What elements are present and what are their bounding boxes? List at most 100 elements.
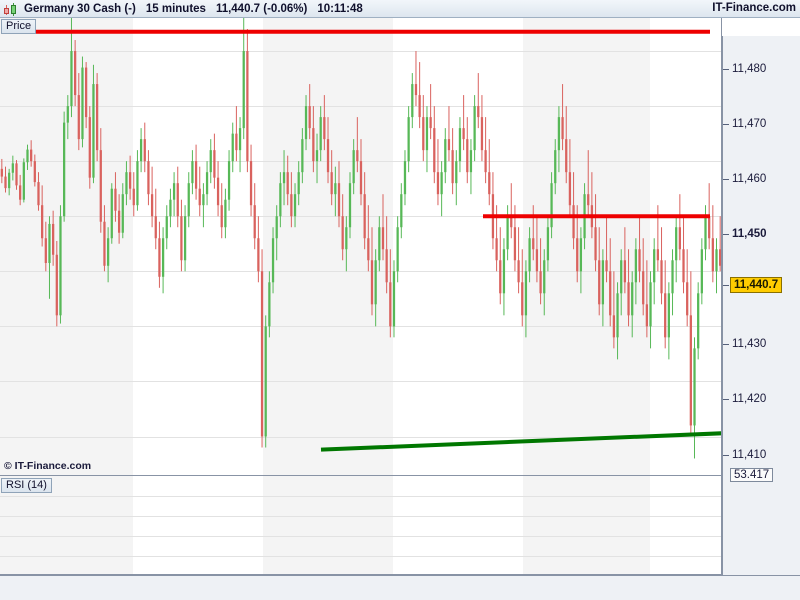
candle-body <box>132 188 135 206</box>
axis-tick <box>723 179 729 181</box>
gridline <box>0 106 721 108</box>
candle-body <box>711 238 714 272</box>
candle-body <box>609 271 612 316</box>
time-axis[interactable] <box>0 575 800 600</box>
candle-body <box>543 260 546 294</box>
candle-body <box>579 238 583 272</box>
candle-body <box>103 221 106 266</box>
candle-body <box>345 227 348 250</box>
candle-body <box>425 117 429 151</box>
candle-body <box>473 106 476 151</box>
candle-body <box>374 260 377 305</box>
candle-body <box>312 128 315 162</box>
gridline <box>0 216 721 218</box>
candle-body <box>704 216 707 250</box>
rising-support[interactable] <box>320 431 722 452</box>
candle-body <box>224 199 227 228</box>
candle-body <box>139 139 143 162</box>
candle-body <box>275 216 278 239</box>
candle-body <box>389 282 392 327</box>
candle-body <box>194 161 198 189</box>
candle-body <box>649 282 652 327</box>
day-band <box>0 18 133 475</box>
candle-body <box>554 150 557 184</box>
gridline <box>0 381 721 383</box>
rsi-panel: RSI (14) <box>0 475 800 575</box>
candle-body <box>513 227 517 261</box>
title-bar: Germany 30 Cash (-) 15 minutes 11,440.7 … <box>0 0 800 18</box>
candle-body <box>161 238 165 277</box>
candle-body <box>667 293 670 338</box>
candle-body <box>521 282 524 316</box>
candle-body <box>363 194 366 239</box>
candle-body <box>458 128 462 162</box>
candle-body <box>502 249 506 294</box>
candle-body <box>612 315 616 338</box>
candle-body <box>440 172 443 195</box>
rsi-axis[interactable]: 53.417 <box>722 468 800 575</box>
gridline <box>0 271 721 273</box>
price-axis[interactable]: 11,480 11,470 11,460 11,450 11,430 11,420 11,4… <box>722 36 800 493</box>
candle-body <box>403 161 407 195</box>
candle-body <box>315 150 319 162</box>
candle-body <box>301 139 304 173</box>
rsi-series-overlay <box>0 476 722 575</box>
candle-body <box>634 249 638 283</box>
price-plot-area[interactable]: Price © IT-Finance.com <box>0 18 722 475</box>
candle-body <box>128 172 132 189</box>
rsi-panel-tab[interactable]: RSI (14) <box>1 478 52 493</box>
price-axis-label: 11,470 <box>732 118 767 131</box>
candle-body <box>631 282 634 316</box>
candle-body <box>231 133 234 162</box>
rsi-plot-area[interactable]: RSI (14) <box>0 475 722 575</box>
candle-body <box>678 227 681 250</box>
candle-body <box>418 95 421 118</box>
candle-body <box>653 249 656 283</box>
day-band <box>523 18 650 475</box>
candle-body <box>191 161 194 184</box>
candle-body <box>198 188 201 206</box>
candle-body <box>290 194 293 217</box>
candle-body <box>150 194 154 217</box>
price-axis-label: 11,460 <box>732 173 767 186</box>
candle-body <box>52 223 55 255</box>
axis-tick <box>723 234 729 236</box>
axis-tick <box>723 454 729 456</box>
gridline <box>0 536 721 537</box>
candle-body <box>414 84 418 96</box>
candle-body <box>202 194 205 206</box>
candle-body <box>539 271 542 294</box>
candle-body <box>110 188 113 239</box>
candle-body <box>488 172 491 195</box>
candle-body <box>330 172 333 195</box>
gridline <box>0 516 721 517</box>
candle-body <box>55 254 58 316</box>
candle-body <box>385 249 388 283</box>
gridline <box>0 326 721 328</box>
last-quote: 11,440.7 (-0.06%) <box>215 2 308 15</box>
candle-body <box>664 293 667 338</box>
candle-body <box>106 238 110 266</box>
rsi-value-badge: 53.417 <box>730 468 774 482</box>
candle-body <box>370 260 374 305</box>
candle-body <box>576 238 579 272</box>
candle-body <box>165 216 168 239</box>
candle-body <box>671 260 674 294</box>
candle-body <box>114 188 117 211</box>
brand-label: IT-Finance.com <box>712 2 796 14</box>
candle-body <box>26 149 29 163</box>
candle-body <box>524 271 528 316</box>
price-panel-tab[interactable]: Price <box>1 19 37 34</box>
candle-body <box>638 249 641 272</box>
candle-body <box>143 139 146 162</box>
candle-body <box>719 249 721 266</box>
candle-body <box>308 106 311 129</box>
candle-body <box>697 293 700 349</box>
candle-body <box>63 122 66 217</box>
watermark-label: © IT-Finance.com <box>4 460 92 472</box>
candle-body <box>304 106 308 140</box>
candle-body <box>686 282 689 316</box>
candle-body <box>271 238 275 283</box>
axis-tick <box>723 69 729 70</box>
